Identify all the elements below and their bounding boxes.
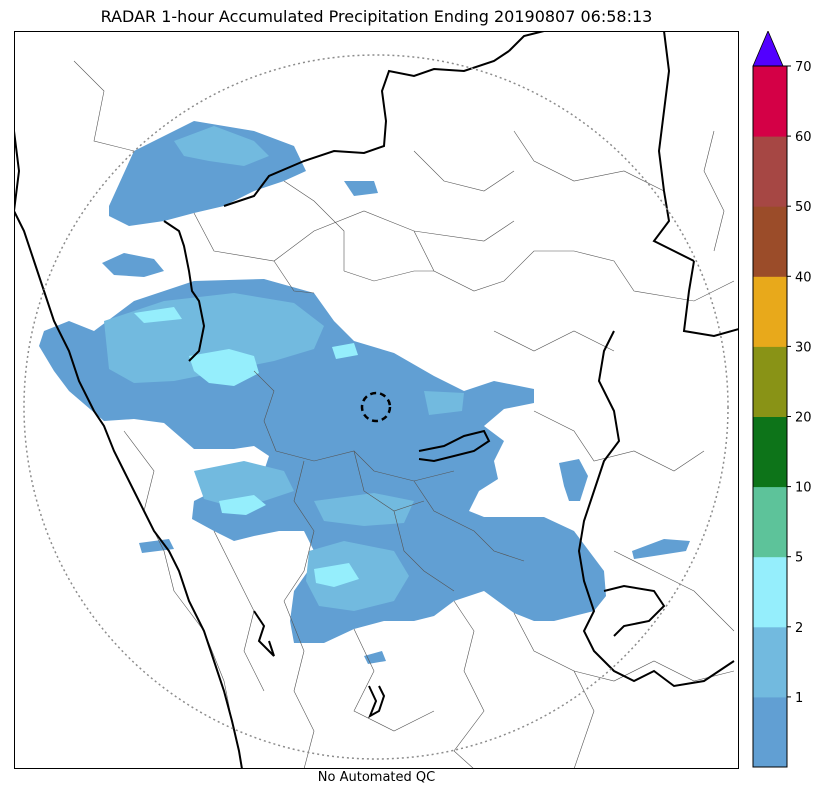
colorbar-band bbox=[753, 556, 787, 628]
map-frame bbox=[14, 31, 739, 769]
colorbar-tick-label: 60 bbox=[795, 130, 812, 145]
colorbar-band bbox=[753, 416, 787, 488]
district-borders bbox=[73, 60, 735, 769]
radar-range-ring bbox=[23, 54, 729, 760]
precip-heavy-layer bbox=[134, 307, 359, 587]
colorbar-band bbox=[753, 626, 787, 698]
colorbar-bands bbox=[753, 66, 787, 768]
state-borders bbox=[14, 31, 739, 769]
colorbar-tick-label: 10 bbox=[795, 481, 812, 496]
colorbar-band bbox=[753, 276, 787, 347]
radar-site-circle bbox=[360, 391, 392, 423]
colorbar-band bbox=[753, 206, 787, 277]
qc-note: No Automated QC bbox=[317, 770, 436, 785]
colorbar-band bbox=[753, 66, 787, 137]
colorbar-band bbox=[753, 136, 787, 207]
radar-map bbox=[14, 31, 739, 769]
colorbar: 1 2 5 10 20 30 40 50 60 70 bbox=[752, 31, 812, 768]
colorbar-band bbox=[753, 696, 787, 768]
colorbar-tick-label: 5 bbox=[795, 551, 803, 566]
colorbar-band bbox=[753, 346, 787, 417]
colorbar-tick-label: 30 bbox=[795, 340, 812, 355]
colorbar-tick-label: 70 bbox=[795, 60, 812, 75]
colorbar-labels: 1 2 5 10 20 30 40 50 60 70 bbox=[787, 60, 812, 706]
colorbar-extend-arrow bbox=[752, 31, 784, 67]
colorbar-tick-label: 1 bbox=[795, 691, 803, 706]
colorbar-tick-label: 2 bbox=[795, 621, 803, 636]
colorbar-tick-label: 40 bbox=[795, 270, 812, 285]
colorbar-tick-label: 20 bbox=[795, 411, 812, 426]
colorbar-band bbox=[753, 486, 787, 558]
colorbar-tick-label: 50 bbox=[795, 200, 812, 215]
chart-title: RADAR 1-hour Accumulated Precipitation E… bbox=[100, 7, 653, 26]
